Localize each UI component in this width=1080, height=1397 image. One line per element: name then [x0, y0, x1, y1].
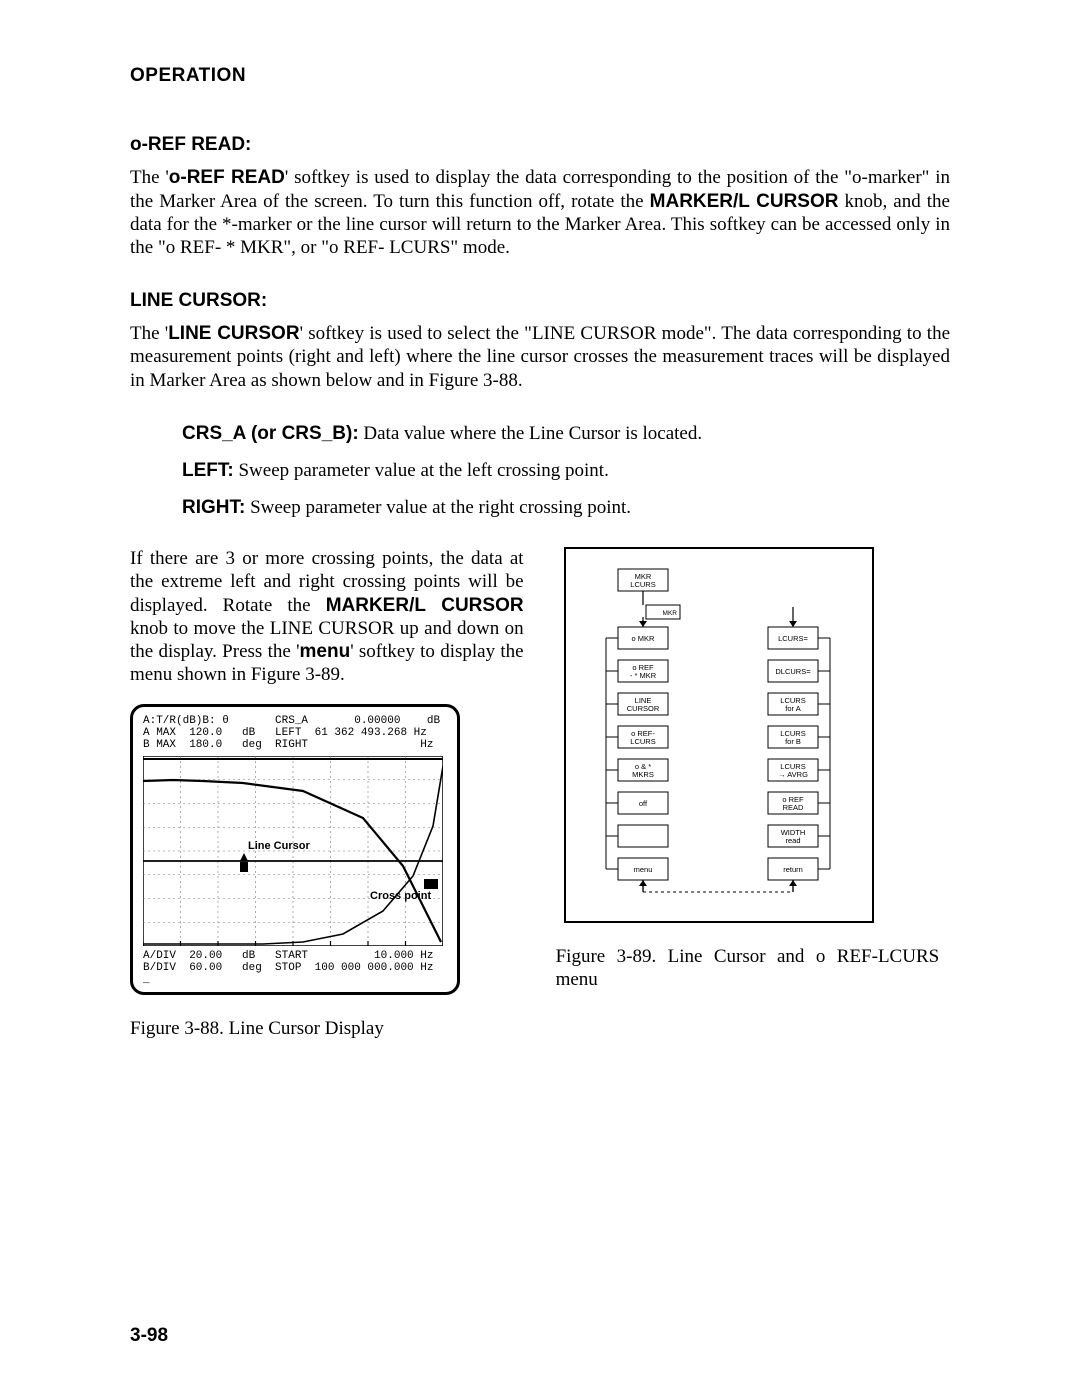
svg-text:→ AVRG: → AVRG — [778, 770, 808, 779]
svg-text:MKR: MKR — [662, 610, 677, 617]
figure-89-caption: Figure 3-89. Line Cursor and o REF-LCURS… — [556, 945, 950, 991]
section-oref-read-heading: o-REF READ: — [130, 133, 950, 156]
page-number: 3-98 — [130, 1324, 168, 1347]
svg-text:for B: for B — [785, 737, 801, 746]
svg-text:LCURS: LCURS — [630, 580, 655, 589]
def-left-label: LEFT: — [182, 460, 234, 481]
section-line-cursor-paragraph: The 'LINE CURSOR' softkey is used to sel… — [130, 322, 950, 392]
section3-paragraph: If there are 3 or more crossing points, … — [130, 547, 524, 686]
fig88-header-line3: B MAX 180.0 deg RIGHT Hz — [143, 739, 433, 751]
svg-text:LCURS: LCURS — [630, 737, 655, 746]
svg-text:LCURS=: LCURS= — [778, 634, 808, 643]
svg-text:Line Cursor: Line Cursor — [248, 840, 310, 852]
figure-89-menu: MKRLCURSMKRo MKRLCURS=o REF- * MKRDLCURS… — [564, 547, 874, 923]
def-left: LEFT: Sweep parameter value at the left … — [182, 459, 950, 482]
svg-text:o MKR: o MKR — [631, 634, 655, 643]
def-crs-label: CRS_A (or CRS_B): — [182, 423, 359, 444]
text: The ' — [130, 323, 168, 344]
svg-text:return: return — [783, 865, 803, 874]
fig89-tree: MKRLCURSMKRo MKRLCURS=o REF- * MKRDLCURS… — [578, 565, 863, 901]
figure-88-display: A:T/R(dB)B: θ CRS_A 0.00000 dB A MAX 120… — [130, 704, 460, 995]
fig88-header-line1: A:T/R(dB)B: θ CRS_A 0.00000 dB — [143, 715, 440, 727]
svg-text:- * MKR: - * MKR — [629, 671, 656, 680]
fig88-footer-line3: _ — [143, 974, 150, 986]
bold-line-cursor: LINE CURSOR — [168, 323, 299, 344]
section-line-cursor-heading: LINE CURSOR: — [130, 289, 950, 312]
bold-marker-lcursor: MARKER/L CURSOR — [650, 191, 839, 212]
svg-text:MKRS: MKRS — [632, 770, 654, 779]
fig88-footer-line1: A/DIV 20.00 dB START 10.000 Hz — [143, 950, 433, 962]
def-crs: CRS_A (or CRS_B): Data value where the L… — [182, 422, 950, 445]
def-crs-text: Data value where the Line Cursor is loca… — [359, 423, 702, 444]
svg-text:menu: menu — [633, 865, 652, 874]
section-oref-read-paragraph: The 'o-REF READ' softkey is used to disp… — [130, 166, 950, 259]
svg-text:Cross point: Cross point — [370, 890, 431, 902]
fig88-footer-line2: B/DIV 60.00 deg STOP 100 000 000.000 Hz — [143, 962, 433, 974]
svg-text:DLCURS=: DLCURS= — [775, 667, 811, 676]
svg-text:CURSOR: CURSOR — [626, 704, 659, 713]
svg-text:for A: for A — [785, 704, 800, 713]
bold-marker-lcursor-2: MARKER/L CURSOR — [326, 595, 524, 616]
bold-menu: menu — [300, 641, 351, 662]
fig88-header-line2: A MAX 120.0 dB LEFT 61 362 493.268 Hz — [143, 727, 427, 739]
def-right: RIGHT: Sweep parameter value at the righ… — [182, 496, 950, 519]
fig88-plot: Line Cursor Cross point — [143, 756, 443, 946]
def-right-text: Sweep parameter value at the right cross… — [245, 497, 631, 518]
bold-oref-read: o-REF READ — [169, 167, 285, 188]
chapter-title: OPERATION — [130, 64, 950, 87]
definition-list: CRS_A (or CRS_B): Data value where the L… — [182, 422, 950, 520]
svg-text:off: off — [638, 799, 647, 808]
figure-88-caption: Figure 3-88. Line Cursor Display — [130, 1017, 524, 1040]
def-left-text: Sweep parameter value at the left crossi… — [234, 460, 609, 481]
def-right-label: RIGHT: — [182, 497, 245, 518]
svg-text:READ: READ — [782, 803, 803, 812]
text: The ' — [130, 167, 169, 188]
svg-text:read: read — [785, 836, 800, 845]
